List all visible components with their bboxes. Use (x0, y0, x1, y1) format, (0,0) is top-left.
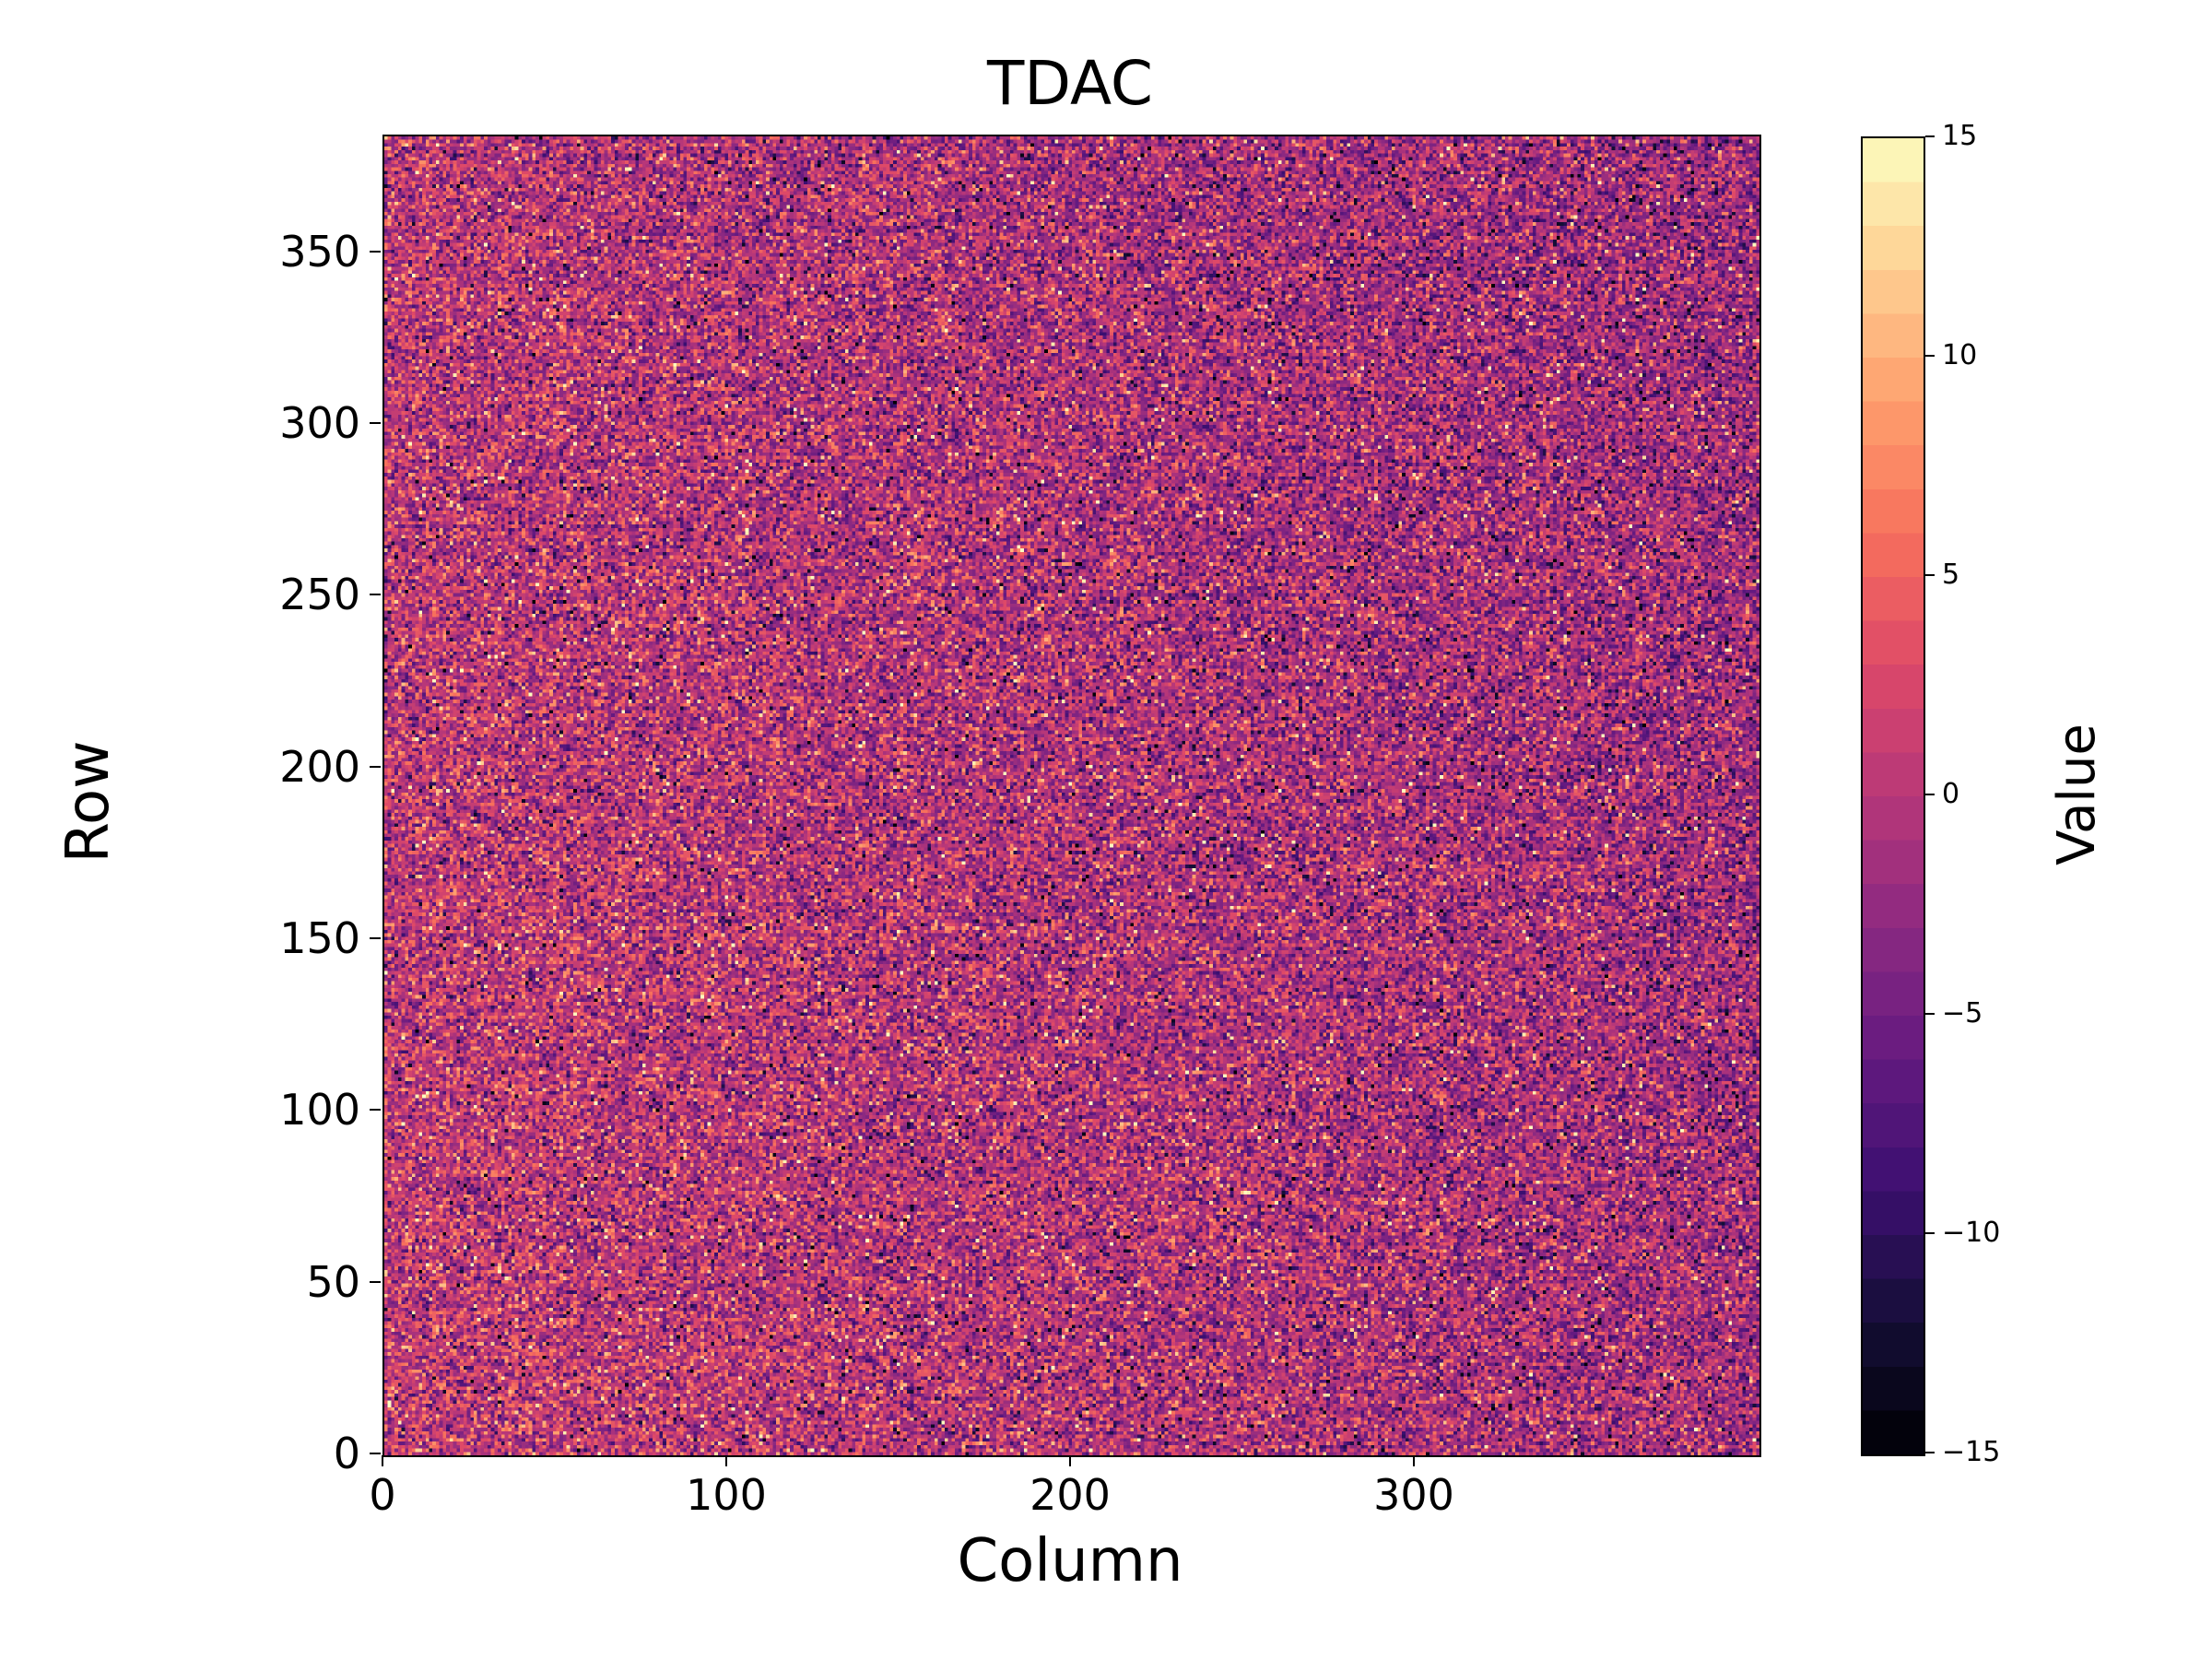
y-tick-label: 350 (279, 226, 360, 276)
y-tick-mark (370, 422, 381, 425)
colorbar-label: Value (2047, 724, 2107, 865)
colorbar-tick-mark (1925, 574, 1935, 576)
colorbar-tick-label: 10 (1942, 339, 1978, 371)
y-tick-label: 300 (279, 398, 360, 449)
y-tick-label: 100 (279, 1085, 360, 1135)
y-tick-mark (370, 250, 381, 253)
y-tick-mark (370, 1453, 381, 1454)
x-tick-mark (1413, 1455, 1415, 1466)
colorbar (1861, 136, 1925, 1456)
colorbar-tick-label: 15 (1942, 120, 1978, 152)
x-tick-mark (1069, 1455, 1071, 1466)
colorbar-tick-mark (1925, 1013, 1935, 1015)
y-tick-label: 50 (306, 1256, 360, 1307)
colorbar-tick-mark (1925, 1232, 1935, 1234)
colorbar-tick-label: −5 (1942, 997, 1983, 1030)
heatmap-plot-area (382, 135, 1761, 1457)
y-tick-mark (370, 1280, 381, 1283)
colorbar-tick-label: −15 (1942, 1436, 2001, 1468)
colorbar-tick-mark (1925, 794, 1935, 795)
colorbar-tick-label: 0 (1942, 778, 1960, 810)
heatmap-canvas (384, 136, 1759, 1455)
colorbar-tick-mark (1925, 1452, 1935, 1453)
y-tick-label: 0 (333, 1429, 360, 1478)
x-axis-label: Column (957, 1527, 1183, 1595)
y-tick-label: 150 (279, 913, 360, 964)
x-tick-mark (725, 1455, 727, 1466)
x-tick-label: 300 (1373, 1470, 1454, 1520)
y-tick-mark (370, 594, 381, 596)
x-tick-label: 200 (1030, 1470, 1111, 1520)
colorbar-tick-label: 5 (1942, 559, 1960, 591)
y-tick-label: 200 (279, 741, 360, 792)
y-tick-label: 250 (279, 570, 360, 620)
x-tick-label: 0 (369, 1470, 396, 1520)
colorbar-tick-label: −10 (1942, 1217, 2001, 1249)
colorbar-canvas (1863, 138, 1924, 1454)
plot-title: TDAC (986, 48, 1154, 119)
y-tick-mark (370, 937, 381, 940)
y-tick-mark (370, 765, 381, 768)
colorbar-tick-mark (1925, 355, 1935, 357)
x-tick-label: 100 (686, 1470, 767, 1520)
y-tick-mark (370, 1109, 381, 1112)
x-tick-mark (382, 1455, 383, 1466)
colorbar-tick-mark (1925, 135, 1935, 137)
